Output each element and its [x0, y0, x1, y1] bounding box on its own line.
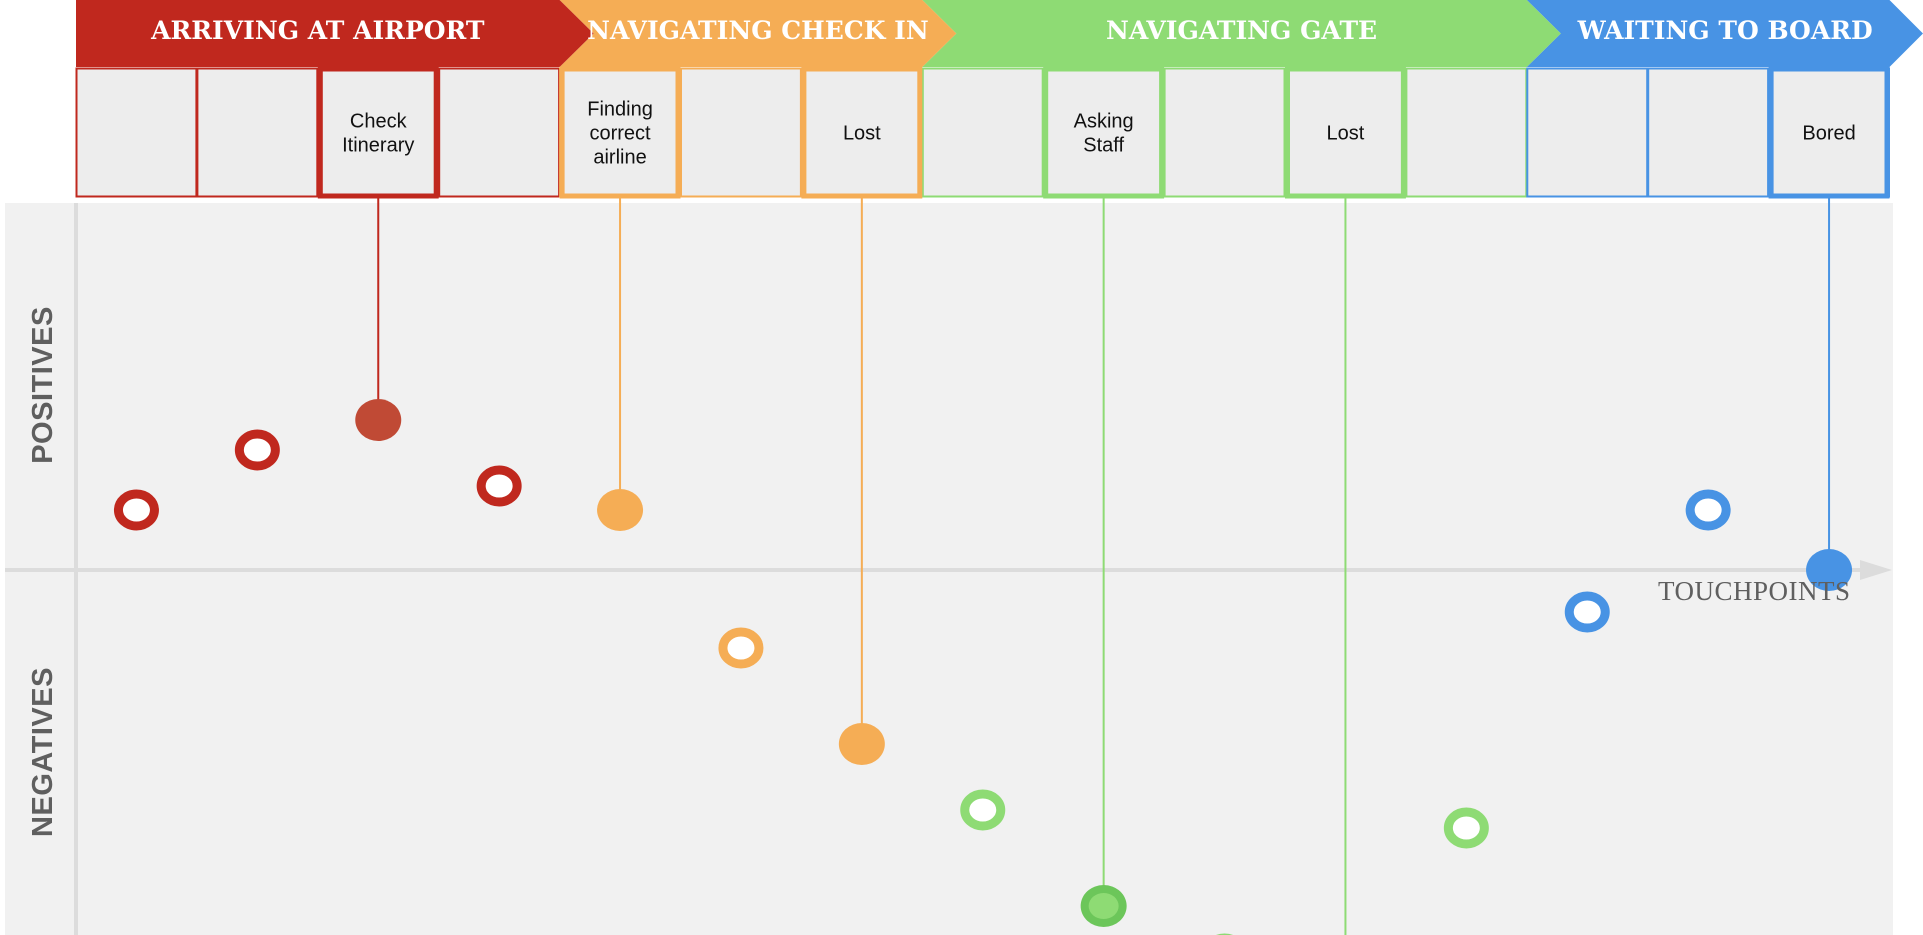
touchpoint-cell-highlight [1768, 66, 1890, 199]
emotion-marker-ring [1685, 489, 1731, 531]
phase-waiting-to-board [1526, 0, 1923, 67]
emotion-marker-ring [234, 429, 280, 471]
emotion-axis [5, 560, 1892, 580]
axis-labels: POSITIVES NEGATIVES TOUCHPOINTS [27, 306, 1851, 837]
negatives-label: NEGATIVES [27, 667, 59, 837]
touchpoint-cell [1405, 67, 1528, 198]
touchpoint-cell [680, 67, 802, 198]
touchpoint-cell [75, 67, 198, 198]
phase-label: WAITING TO BOARD [1577, 16, 1873, 45]
emotion-marker-ring [1564, 591, 1610, 633]
touchpoint-cell [438, 67, 561, 198]
touchpoint-label: Check [350, 111, 408, 133]
phase-banner: ARRIVING AT AIRPORT NAVIGATING CHECK IN NA… [76, 0, 1923, 67]
touchpoints-label: TOUCHPOINTS [1658, 576, 1851, 606]
touchpoint-cell-highlight [559, 66, 681, 199]
emotion-marker-filled [597, 489, 644, 531]
phase-navigating-gate [922, 0, 1561, 67]
touchpoint-cell-highlight [801, 66, 923, 199]
phase-label: NAVIGATING CHECK IN [587, 16, 929, 45]
emotion-marker-filled [838, 723, 885, 765]
emotion-marker-filled [355, 399, 402, 441]
touchpoint-label: Asking [1074, 111, 1134, 133]
emotion-marker-ring [718, 627, 764, 669]
emotion-markers [113, 399, 1853, 935]
touchpoint-cell-highlight [1285, 66, 1406, 199]
touchpoint-label: Finding [587, 99, 653, 121]
touchpoint-cell [196, 67, 319, 198]
touchpoint-cell [1526, 67, 1649, 198]
emotion-marker-ring [476, 465, 522, 507]
emotion-marker-filled [1806, 549, 1853, 591]
touchpoint-cell-highlight [317, 66, 439, 199]
phase-navigating-check-in [559, 0, 957, 67]
phase-arriving-at-airport [76, 0, 594, 67]
emotion-marker-ring [1443, 807, 1489, 849]
touchpoint-cell [1647, 67, 1770, 198]
touchpoint-label: airline [593, 147, 646, 169]
touchpoint-label: Lost [1327, 123, 1365, 145]
positives-label: POSITIVES [27, 306, 59, 464]
touchpoint-label: correct [589, 123, 651, 145]
emotion-marker-inner [1088, 893, 1119, 919]
touchpoint-cell [1163, 67, 1286, 198]
touchpoint-label: Bored [1802, 123, 1855, 145]
emotion-marker-ring [960, 789, 1006, 831]
emotion-marker-ring [113, 489, 159, 531]
touchpoint-cell-highlight [1043, 66, 1165, 199]
touchpoint-label: Lost [843, 123, 881, 145]
touchpoint-stems [377, 197, 1831, 935]
phase-label: ARRIVING AT AIRPORT [150, 16, 485, 45]
phase-label: NAVIGATING GATE [1106, 16, 1377, 45]
touchpoint-cell [921, 67, 1044, 198]
touchpoint-label: Itinerary [342, 135, 414, 157]
x-axis-arrow-icon [1860, 560, 1892, 580]
touchpoint-label: Staff [1083, 135, 1124, 157]
